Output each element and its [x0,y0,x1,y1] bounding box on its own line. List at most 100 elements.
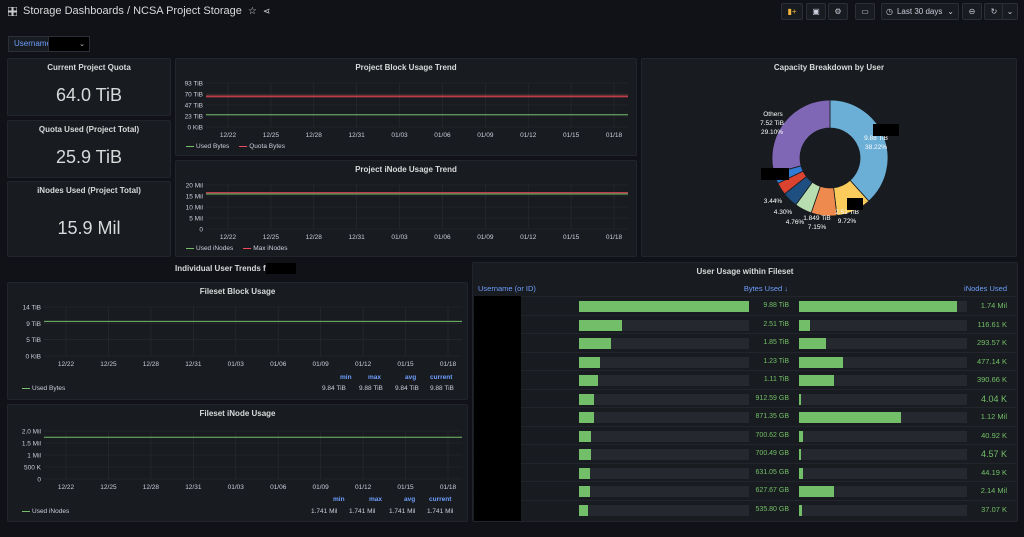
refresh-icon: ↻ [990,7,998,16]
legend-max-inodes[interactable]: Max iNodes [243,245,288,252]
bytes-value: 700.49 GB [755,450,789,457]
x-tick-label: 12/22 [58,361,75,368]
y-tick-label: 2.0 Mil [22,429,42,436]
stat-header-current: current [430,374,453,381]
legend-quota-bytes[interactable]: Quota Bytes [239,143,285,150]
panel-title: User Usage within Fileset [696,267,794,276]
x-tick-label: 01/06 [270,361,287,368]
capacity-breakdown-panel: Capacity Breakdown by User [641,58,1017,257]
inodes-bar-fill [799,356,843,368]
inodes-bar-fill [799,338,826,349]
stat-header-current: current [429,496,452,503]
x-tick-label: 01/12 [520,132,537,139]
refresh-interval-dropdown[interactable]: ⌄ [1002,3,1018,20]
share-icon[interactable]: ⋖ [262,5,271,16]
bytes-bar [579,375,749,386]
capacity-donut-chart[interactable]: 9.88 TiB 38.22% 2.51 TiB 9.72% 1.849 TiB 7.15… [641,58,1017,257]
panel-title: Quota Used (Project Total) [38,125,140,134]
chevron-down-icon: ⌄ [947,7,954,16]
zoom-out-button[interactable]: ⊖ [962,3,982,20]
fileset-inode-chart[interactable]: 2.0 Mil 1.5 Mil 1 Mil 500 K 0 12/22 12/25 12/28… [8,423,467,503]
bytes-bar-fill [579,449,591,460]
column-header-bytes[interactable]: Bytes Used ↓ [743,284,788,293]
grid-icon [8,6,17,16]
y-tick-label: 93 TiB [185,81,203,88]
bytes-value: 1.23 TiB [763,357,789,365]
bytes-bar-fill [579,504,588,516]
legend-used-inodes[interactable]: Used iNodes [22,508,69,515]
save-button[interactable]: ▣ [806,3,826,20]
x-tick-label: 01/18 [440,484,457,491]
x-tick-label: 01/12 [355,361,372,368]
inodes-bar-fill [799,412,902,423]
bytes-bar-fill [579,375,599,386]
table-row[interactable]: 2.51 TiB 116.61 K [473,314,1017,333]
redacted-label [761,168,789,180]
block-trend-chart[interactable]: 93 TiB 70 TiB 47 TiB 23 TiB 0 KiB 12/22 12/25 1… [176,77,636,147]
legend-used-bytes[interactable]: Used Bytes [22,385,65,392]
table-row[interactable]: 871.35 GB 1.12 Mil [473,407,1017,425]
breadcrumb[interactable]: Storage Dashboards / NCSA Project Storag… [23,5,242,17]
section-title-text: Individual User Trends for: [175,264,277,273]
inodes-bar-fill [799,393,801,405]
table-row[interactable]: 9.88 TiB 1.74 Mil [473,296,1017,314]
slice-label: 29.10% [761,129,783,136]
inodes-value: 293.57 K [976,338,1007,347]
chart-legend: Used iNodes Max iNodes [186,245,288,252]
inodes-value: 116.61 K [977,319,1007,329]
table-row[interactable]: 627.67 GB 2.14 Mil [473,481,1017,499]
table-row[interactable]: 912.59 GB 4.04 K [473,388,1017,407]
stat-max: 9.88 TiB [359,385,383,392]
stat-current: 9.88 TiB [430,385,454,392]
username-variable-select[interactable]: ⌄ [48,36,90,52]
y-tick-label: 500 K [24,465,42,472]
inodes-bar-fill [799,301,957,312]
section-title: Individual User Trends for: [175,264,276,273]
legend-label: Quota Bytes [249,143,286,150]
table-row[interactable]: 1.23 TiB 477.14 K [473,351,1017,370]
inodes-value: 1.74 Mil [980,301,1007,310]
x-tick-label: 01/09 [477,132,494,139]
legend-used-inodes[interactable]: Used iNodes [186,245,233,252]
x-tick-label: 01/15 [397,361,414,368]
x-tick-label: 01/15 [397,484,414,491]
time-picker[interactable]: ◷ Last 30 days ⌄ [881,3,959,20]
settings-button[interactable]: ⚙ [828,3,848,20]
legend-used-bytes[interactable]: Used Bytes [186,143,229,150]
x-tick-label: 12/31 [185,484,202,491]
inodes-bar [799,467,967,479]
panel-title: Capacity Breakdown by User [773,63,885,72]
column-header-username[interactable]: Username (or ID) [478,284,536,293]
bytes-value: 700.62 GB [755,431,789,439]
inodes-value: 1.12 Mil [980,412,1007,421]
table-row[interactable]: 535.80 GB 37.07 K [473,499,1017,518]
stat-value: 64.0 TiB [55,85,123,105]
inode-trend-chart[interactable]: 20 Mil 15 Mil 10 Mil 5 Mil 0 12/22 12/25 12/28 1… [176,179,636,249]
dashboard-title[interactable]: Storage Dashboards / NCSA Project Storag… [8,5,270,17]
add-panel-button[interactable]: ▮+ [781,3,803,20]
user-usage-table-panel: User Usage within Fileset Username (or I… [472,262,1018,522]
table-row[interactable]: 700.49 GB 4.57 K [473,444,1017,462]
table-row[interactable]: 1.11 TiB 390.66 K [473,370,1017,388]
x-tick-label: 12/31 [349,234,366,241]
tv-mode-button[interactable]: ▭ [855,3,875,20]
chart-legend: Used Bytes Quota Bytes [186,143,285,150]
refresh-button[interactable]: ↻ [984,3,1004,20]
table-row[interactable]: 631.05 GB 44.19 K [473,462,1017,481]
table-row[interactable]: 1.85 TiB 293.57 K [473,333,1017,351]
slice-label: 9.72% [838,218,857,225]
project-inode-trend-panel: Project iNode Usage Trend 20 Mil 15 Mil 10… [175,160,637,257]
x-tick-label: 01/15 [563,234,580,241]
column-header-inodes[interactable]: iNodes Used [964,284,1007,293]
bytes-bar [579,301,749,312]
monitor-icon: ▭ [861,7,869,16]
star-icon[interactable]: ☆ [247,5,257,17]
bytes-bar [579,319,749,331]
time-range-label: Last 30 days [896,7,943,16]
inodes-bar [799,338,967,349]
inodes-bar-fill [799,430,803,442]
fileset-block-chart[interactable]: 14 TiB 9 TiB 5 TiB 0 KiB 12/22 12/25 12/28 12/3… [8,301,467,381]
table-row[interactable]: 700.62 GB 40.92 K [473,425,1017,444]
bytes-bar-fill [579,338,611,349]
slice-label: 38.22% [865,144,887,151]
